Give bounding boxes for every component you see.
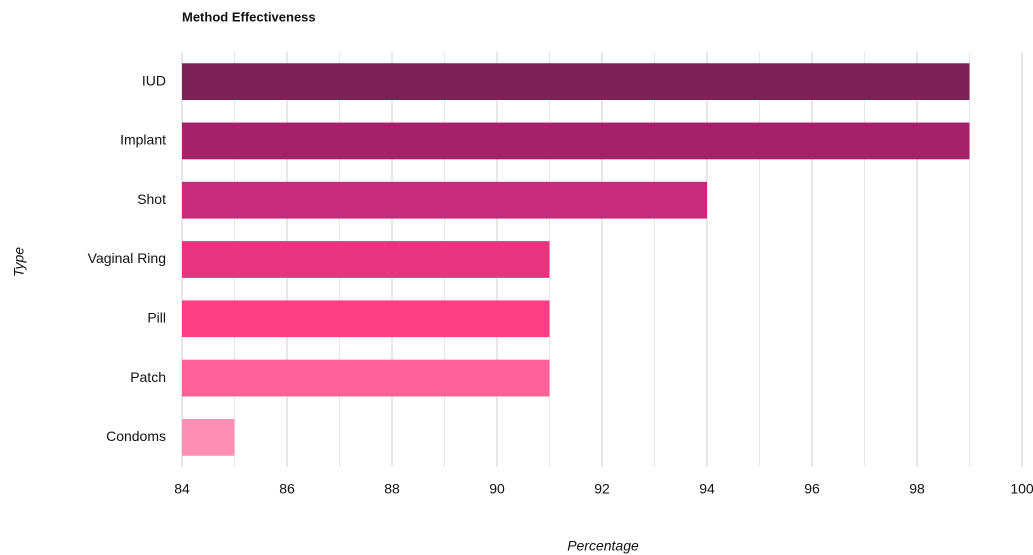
chart-title: Method Effectiveness [182, 9, 316, 24]
y-tick-label: Pill [147, 309, 166, 325]
x-tick-label: 94 [699, 481, 715, 497]
bar [182, 241, 550, 278]
bar [182, 418, 235, 456]
y-tick-label: Implant [120, 132, 166, 148]
x-tick-label: 88 [384, 481, 400, 497]
bar [182, 122, 970, 160]
x-tick-label: 92 [594, 481, 610, 497]
x-tick-label: 86 [279, 481, 295, 497]
x-tick-label: 84 [174, 481, 190, 497]
bar [182, 359, 550, 397]
y-tick-label: Condoms [106, 428, 166, 444]
x-tick-label: 98 [909, 481, 925, 497]
bar [182, 181, 707, 219]
y-tick-label: Patch [130, 369, 166, 385]
bar [182, 63, 970, 101]
x-tick-label: 96 [804, 481, 820, 497]
y-tick-label: Vaginal Ring [88, 250, 166, 266]
x-tick-label: 90 [489, 481, 505, 497]
bar [182, 300, 550, 338]
x-tick-label: 100 [1010, 481, 1033, 497]
y-tick-label: Shot [137, 191, 166, 207]
y-axis-label: Type [11, 247, 27, 277]
x-axis-label: Percentage [567, 538, 639, 554]
y-tick-label: IUD [142, 72, 166, 88]
